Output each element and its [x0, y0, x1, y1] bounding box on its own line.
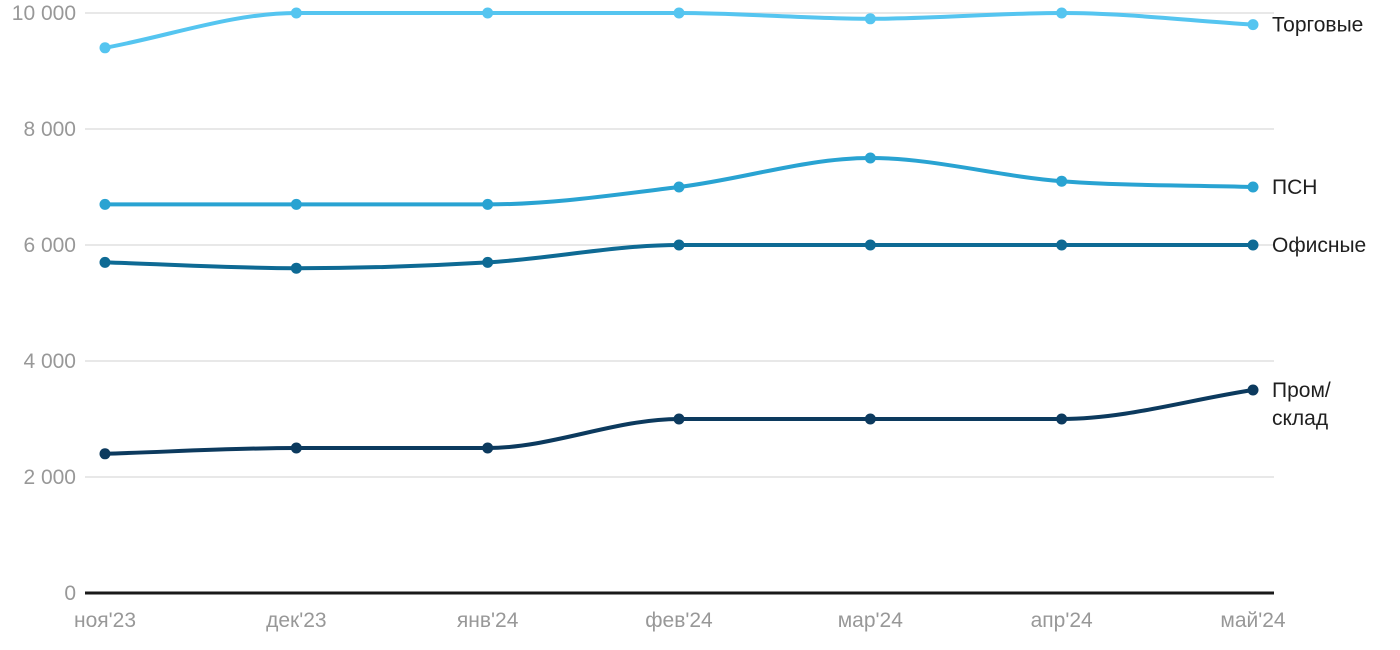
data-point-торговые-фев'24[interactable]: [673, 7, 685, 19]
data-point-торговые-мар'24[interactable]: [864, 13, 876, 25]
data-point-псн-фев'24[interactable]: [673, 181, 685, 193]
data-point-пром-склад-ноя'23[interactable]: [99, 448, 111, 460]
data-point-псн-янв'24[interactable]: [482, 198, 494, 210]
data-point-пром-склад-мар'24[interactable]: [864, 413, 876, 425]
data-point-пром-склад-май'24[interactable]: [1247, 384, 1259, 396]
data-point-торговые-ноя'23[interactable]: [99, 42, 111, 54]
data-point-офисные-ноя'23[interactable]: [99, 256, 111, 268]
data-point-офисные-янв'24[interactable]: [482, 256, 494, 268]
data-point-пром-склад-янв'24[interactable]: [482, 442, 494, 454]
x-axis-tick-label: мар'24: [838, 609, 903, 632]
data-point-торговые-янв'24[interactable]: [482, 7, 494, 19]
series-legend-label-пром-склад: Пром/склад: [1272, 379, 1331, 430]
series-line-псн: [103, 156, 1255, 207]
data-point-псн-дек'23[interactable]: [290, 198, 302, 210]
x-axis-tick-label: фев'24: [645, 609, 713, 632]
data-point-пром-склад-дек'23[interactable]: [290, 442, 302, 454]
y-axis-tick-label: 10 000: [12, 2, 76, 25]
data-point-офисные-мар'24[interactable]: [864, 239, 876, 251]
x-axis-tick-label: янв'24: [457, 609, 519, 632]
data-point-псн-апр'24[interactable]: [1056, 175, 1068, 187]
y-axis-tick-label: 4 000: [23, 350, 76, 373]
x-axis-tick-label: дек'23: [266, 609, 327, 632]
data-point-псн-ноя'23[interactable]: [99, 198, 111, 210]
data-point-офисные-фев'24[interactable]: [673, 239, 685, 251]
data-point-псн-мар'24[interactable]: [864, 152, 876, 164]
data-point-офисные-май'24[interactable]: [1247, 239, 1259, 251]
x-axis-tick-label: май'24: [1220, 609, 1286, 632]
y-axis-tick-label: 2 000: [23, 466, 76, 489]
data-point-псн-май'24[interactable]: [1247, 181, 1259, 193]
data-point-офисные-дек'23[interactable]: [290, 262, 302, 274]
x-axis-tick-label: апр'24: [1031, 609, 1093, 632]
data-point-торговые-май'24[interactable]: [1247, 19, 1259, 31]
y-axis-tick-label: 0: [64, 582, 76, 605]
series-legend-label-офисные: Офисные: [1272, 234, 1366, 257]
data-point-торговые-апр'24[interactable]: [1056, 7, 1068, 19]
x-axis-tick-label: ноя'23: [74, 609, 136, 632]
data-point-пром-склад-фев'24[interactable]: [673, 413, 685, 425]
y-axis-tick-label: 6 000: [23, 234, 76, 257]
data-point-торговые-дек'23[interactable]: [290, 7, 302, 19]
series-legend-label-псн: ПСН: [1272, 176, 1317, 199]
y-axis-tick-label: 8 000: [23, 118, 76, 141]
data-point-пром-склад-апр'24[interactable]: [1056, 413, 1068, 425]
data-point-офисные-апр'24[interactable]: [1056, 239, 1068, 251]
series-legend-label-торговые: Торговые: [1272, 14, 1363, 37]
